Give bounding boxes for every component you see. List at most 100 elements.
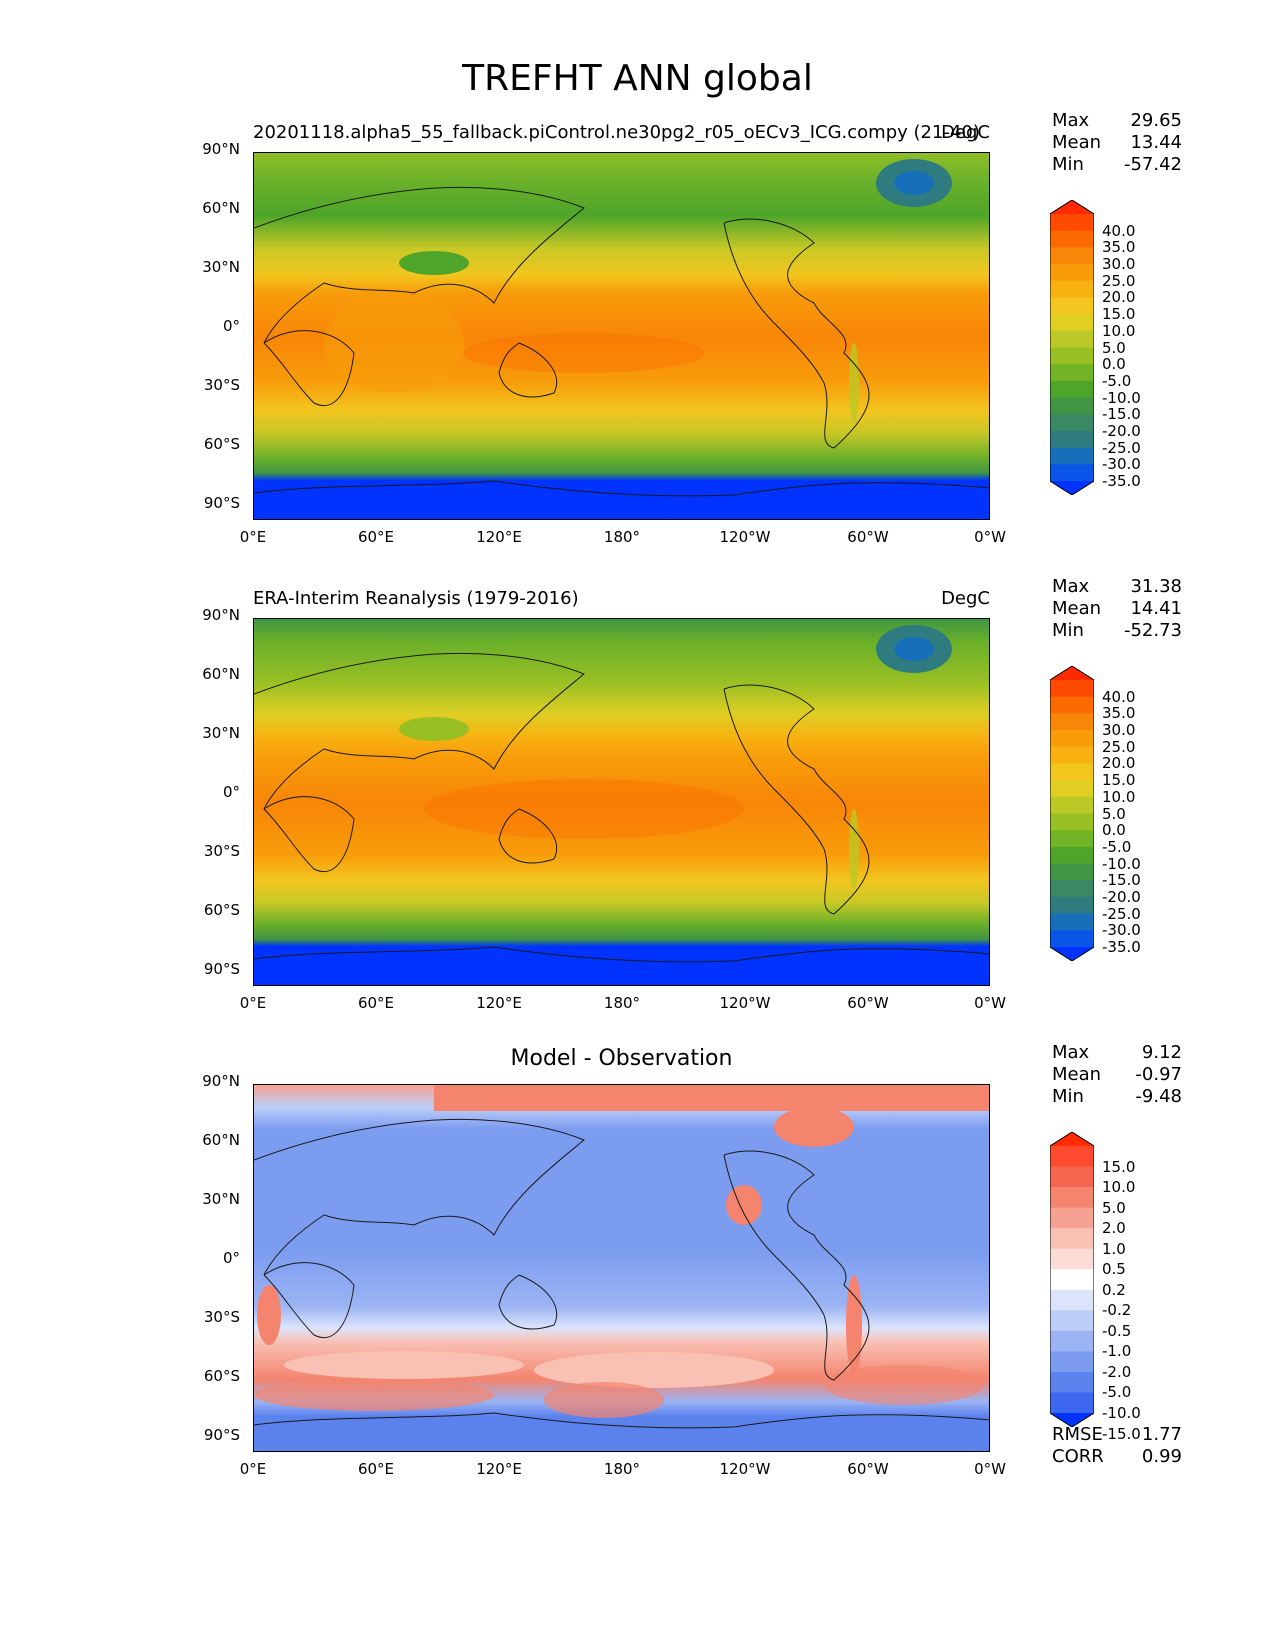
colorbar-segment xyxy=(1050,846,1094,865)
lat-label: 60°N xyxy=(202,1131,240,1149)
colorbar-extend-max xyxy=(1050,200,1094,214)
observation-panel: ERA-Interim Reanalysis (1979-2016) DegC xyxy=(0,576,1275,1034)
colorbar-segment xyxy=(1050,247,1094,265)
colorbar-tick-label: -15.0 xyxy=(1102,1424,1141,1443)
colorbar-segment xyxy=(1050,713,1094,731)
lon-label: 180° xyxy=(603,994,641,1012)
colorbar-segment xyxy=(1050,913,1094,931)
colorbar-tick-label: 0.0 xyxy=(1102,821,1126,840)
colorbar-segment xyxy=(1050,746,1094,764)
stat-label: Min xyxy=(1052,620,1084,641)
lon-label: 0°E xyxy=(239,528,267,546)
colorbar-segment xyxy=(1050,1207,1094,1229)
colorbar-segment xyxy=(1050,214,1094,232)
lat-label: 30°N xyxy=(202,1190,240,1208)
colorbar-segment xyxy=(1050,830,1094,848)
lat-label: 90°N xyxy=(202,1072,240,1090)
lat-label: 30°S xyxy=(203,842,240,860)
lat-label: 0° xyxy=(222,317,240,335)
lon-label: 60°W xyxy=(847,994,889,1012)
colorbar-tick-label: -35.0 xyxy=(1102,938,1141,956)
colorbar-tick-label: 2.0 xyxy=(1102,1219,1126,1238)
stat-label: Mean xyxy=(1052,598,1102,619)
colorbar-tick-label: 35.0 xyxy=(1102,704,1136,723)
lon-label: 120°W xyxy=(719,1460,771,1478)
colorbar-segment xyxy=(1050,230,1094,248)
colorbar-extend-max xyxy=(1050,1132,1094,1146)
colorbar-segment xyxy=(1050,464,1094,482)
colorbar-tick-label: -10.0 xyxy=(1102,388,1141,407)
colorbar-segment xyxy=(1050,364,1094,382)
difference-panel: Model - Observation xyxy=(0,1042,1275,1500)
lon-label: 60°E xyxy=(357,994,395,1012)
lat-label: 90°S xyxy=(203,960,240,978)
colorbar-tick-label: -15.0 xyxy=(1102,871,1141,890)
colorbar-tick-label: 20.0 xyxy=(1102,754,1136,773)
colorbar-segment xyxy=(1050,330,1094,348)
colorbar-tick-label: 25.0 xyxy=(1102,271,1136,290)
corr-value: 0.99 xyxy=(1141,1446,1182,1467)
colorbar-tick-label: 5.0 xyxy=(1102,338,1126,357)
colorbar-tick-label: -20.0 xyxy=(1102,887,1141,906)
colorbar-tick-label: -1.0 xyxy=(1102,1342,1132,1361)
colorbar-tick-label: 40.0 xyxy=(1102,687,1136,706)
stat-label: Max xyxy=(1052,110,1090,131)
colorbar-tick-label: 0.5 xyxy=(1102,1260,1126,1279)
colorbar-segment xyxy=(1050,863,1094,881)
colorbar-tick-label: 5.0 xyxy=(1102,1198,1126,1217)
rmse-label: RMSE xyxy=(1052,1424,1103,1445)
colorbar-segment xyxy=(1050,880,1094,898)
colorbar-tick-label: 10.0 xyxy=(1102,321,1136,340)
lat-label: 30°N xyxy=(202,258,240,276)
colorbar-segment xyxy=(1050,1310,1094,1332)
lon-label: 0°E xyxy=(239,994,267,1012)
lon-label: 0°W xyxy=(974,528,1006,546)
colorbar-segment xyxy=(1050,1351,1094,1373)
stat-value: 31.38 xyxy=(1130,576,1182,597)
lon-label: 180° xyxy=(603,1460,641,1478)
colorbar-tick-label: -10.0 xyxy=(1102,854,1141,873)
colorbar-segment xyxy=(1050,680,1094,698)
colorbar-tick-label: 0.2 xyxy=(1102,1280,1126,1299)
colorbar-tick-label: 0.0 xyxy=(1102,355,1126,374)
stat-value: -0.97 xyxy=(1135,1064,1182,1085)
colorbar-tick-label: 15.0 xyxy=(1102,305,1136,324)
skill-scores: RMSE 1.77 CORR 0.99 xyxy=(1052,1424,1182,1468)
panel-left-title: ERA-Interim Reanalysis (1979-2016) xyxy=(253,588,579,609)
colorbar-segment xyxy=(1050,1392,1094,1414)
colorbar-segment xyxy=(1050,380,1094,399)
stats-box: Max 29.65 Mean 13.44 Min -57.42 xyxy=(1052,110,1182,176)
colorbar-segment xyxy=(1050,730,1094,748)
corr-label: CORR xyxy=(1052,1446,1104,1467)
lat-label: 60°N xyxy=(202,199,240,217)
colorbar-segment xyxy=(1050,1187,1094,1209)
panel-units: DegC xyxy=(941,122,990,143)
rmse-value: 1.77 xyxy=(1141,1424,1182,1445)
lat-label: 30°N xyxy=(202,724,240,742)
model-map xyxy=(253,152,990,520)
colorbar-segment xyxy=(1050,813,1094,831)
lat-label: 0° xyxy=(222,783,240,801)
colorbar-tick-label: -30.0 xyxy=(1102,455,1141,474)
colorbar-tick-label: -25.0 xyxy=(1102,438,1141,457)
colorbar-segment xyxy=(1050,1248,1094,1270)
stats-box: Max 31.38 Mean 14.41 Min -52.73 xyxy=(1052,576,1182,642)
lon-label: 120°W xyxy=(719,528,771,546)
colorbar-segment xyxy=(1050,763,1094,781)
colorbar xyxy=(1049,199,1095,499)
stat-label: Max xyxy=(1052,1042,1090,1063)
colorbar-tick-label: 5.0 xyxy=(1102,804,1126,823)
stat-value: 13.44 xyxy=(1130,132,1182,153)
lon-label: 120°E xyxy=(476,1460,522,1478)
colorbar-segment xyxy=(1050,796,1094,814)
colorbar-tick-label: 25.0 xyxy=(1102,737,1136,756)
lat-label: 90°N xyxy=(202,140,240,158)
lat-label: 30°S xyxy=(203,376,240,394)
stat-value: 9.12 xyxy=(1141,1042,1182,1063)
colorbar-segment xyxy=(1050,430,1094,449)
lon-label: 120°E xyxy=(476,528,522,546)
stat-label: Max xyxy=(1052,576,1090,597)
colorbar xyxy=(1049,665,1095,965)
lat-label: 60°S xyxy=(203,901,240,919)
colorbar-tick-label: -20.0 xyxy=(1102,421,1141,440)
